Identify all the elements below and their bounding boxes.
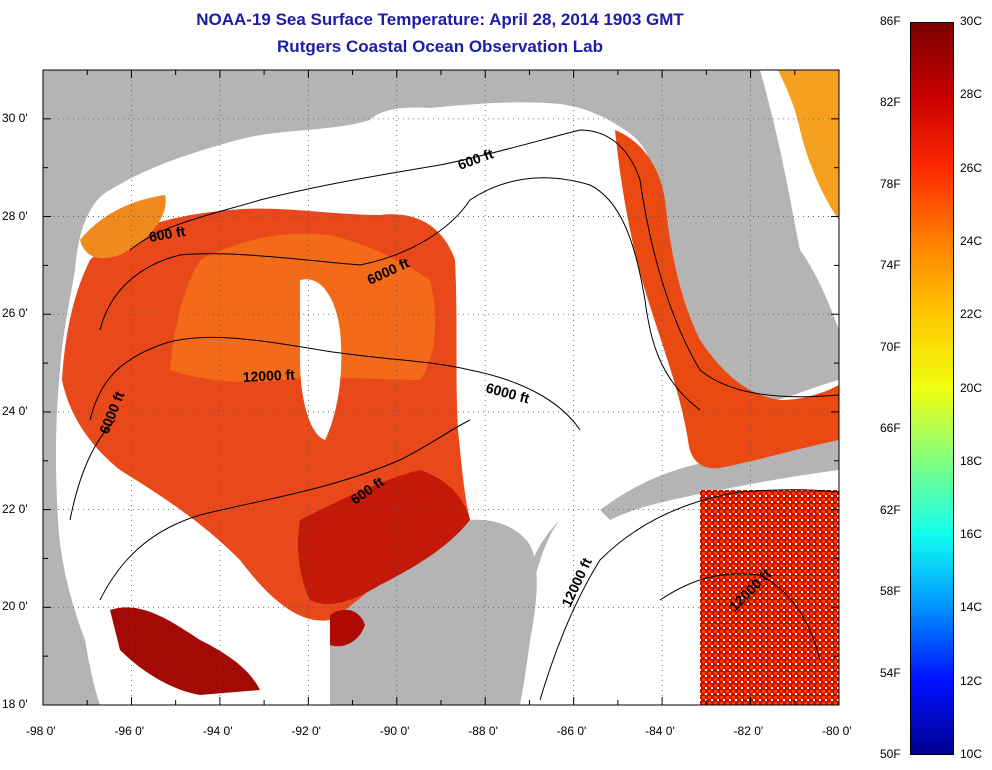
lat-label: 30 0' xyxy=(2,110,28,125)
colorbar-f-label: 82F xyxy=(880,95,901,110)
sst-campeche-east xyxy=(330,609,365,647)
sst-atlantic-strip xyxy=(778,70,839,220)
lat-label: 22 0' xyxy=(2,501,28,516)
lat-label: 24 0' xyxy=(2,403,28,418)
lon-label: -82 0' xyxy=(733,724,764,738)
colorbar-c-label: 12C xyxy=(960,673,983,688)
lon-label: -96 0' xyxy=(114,724,145,738)
cloud-gap xyxy=(300,279,342,440)
colorbar-f-label: 54F xyxy=(880,665,901,680)
sst-caribbean-patchy xyxy=(700,490,839,705)
colorbar-c-label: 20C xyxy=(960,380,983,395)
sst-florida-shelf xyxy=(615,130,839,469)
lon-label: -88 0' xyxy=(468,724,498,738)
lon-label: -94 0' xyxy=(202,724,233,738)
lon-label: -84 0' xyxy=(645,724,675,738)
colorbar-c-label: 16C xyxy=(960,527,983,542)
bathymetry-contours xyxy=(69,129,840,701)
map-title: NOAA-19 Sea Surface Temperature: April 2… xyxy=(196,10,684,29)
colorbar-f-label: 58F xyxy=(880,584,901,599)
colorbar-f-label: 78F xyxy=(880,176,901,191)
temperature-colorbar xyxy=(910,22,954,755)
colorbar-f-label: 62F xyxy=(880,502,901,517)
cloud-gap-2 xyxy=(66,470,209,597)
sst-warm-core xyxy=(298,470,470,605)
map-subtitle: Rutgers Coastal Ocean Observation Lab xyxy=(277,37,603,56)
cuba-land xyxy=(600,440,839,520)
colorbar-c-label: 18C xyxy=(960,453,983,468)
colorbar-c-label: 24C xyxy=(960,233,983,248)
colorbar-c-label: 26C xyxy=(960,160,983,175)
contour-label: 12000 ft xyxy=(242,366,295,385)
lon-label: -98 0' xyxy=(26,724,56,738)
axis-ticks xyxy=(42,69,840,706)
colorbar-f-label: 86F xyxy=(880,14,901,28)
lat-label: 20 0' xyxy=(2,599,28,614)
colorbar-c-label: 14C xyxy=(960,600,983,615)
colorbar-c-label: 22C xyxy=(960,307,983,322)
colorbar-f-label: 50F xyxy=(880,747,901,761)
lon-label: -90 0' xyxy=(379,724,410,738)
lat-label: 28 0' xyxy=(2,208,28,223)
lon-label: -86 0' xyxy=(556,724,587,738)
colorbar-c-label: 10C xyxy=(960,747,983,761)
sst-texas-coast xyxy=(80,195,166,259)
colorbar-f-label: 70F xyxy=(880,339,901,354)
lat-label: 18 0' xyxy=(2,697,28,711)
colorbar-f-label: 66F xyxy=(880,421,901,436)
colorbar-f-label: 74F xyxy=(880,258,901,273)
colorbar-c-label: 30C xyxy=(960,14,983,28)
lon-label: -92 0' xyxy=(291,724,321,738)
colorbar-c-label: 28C xyxy=(960,87,983,102)
lat-label: 26 0' xyxy=(2,306,28,321)
sst-campeche xyxy=(110,607,260,695)
contour-label: 600 ft xyxy=(148,223,187,245)
lon-label: -80 0' xyxy=(822,724,852,738)
